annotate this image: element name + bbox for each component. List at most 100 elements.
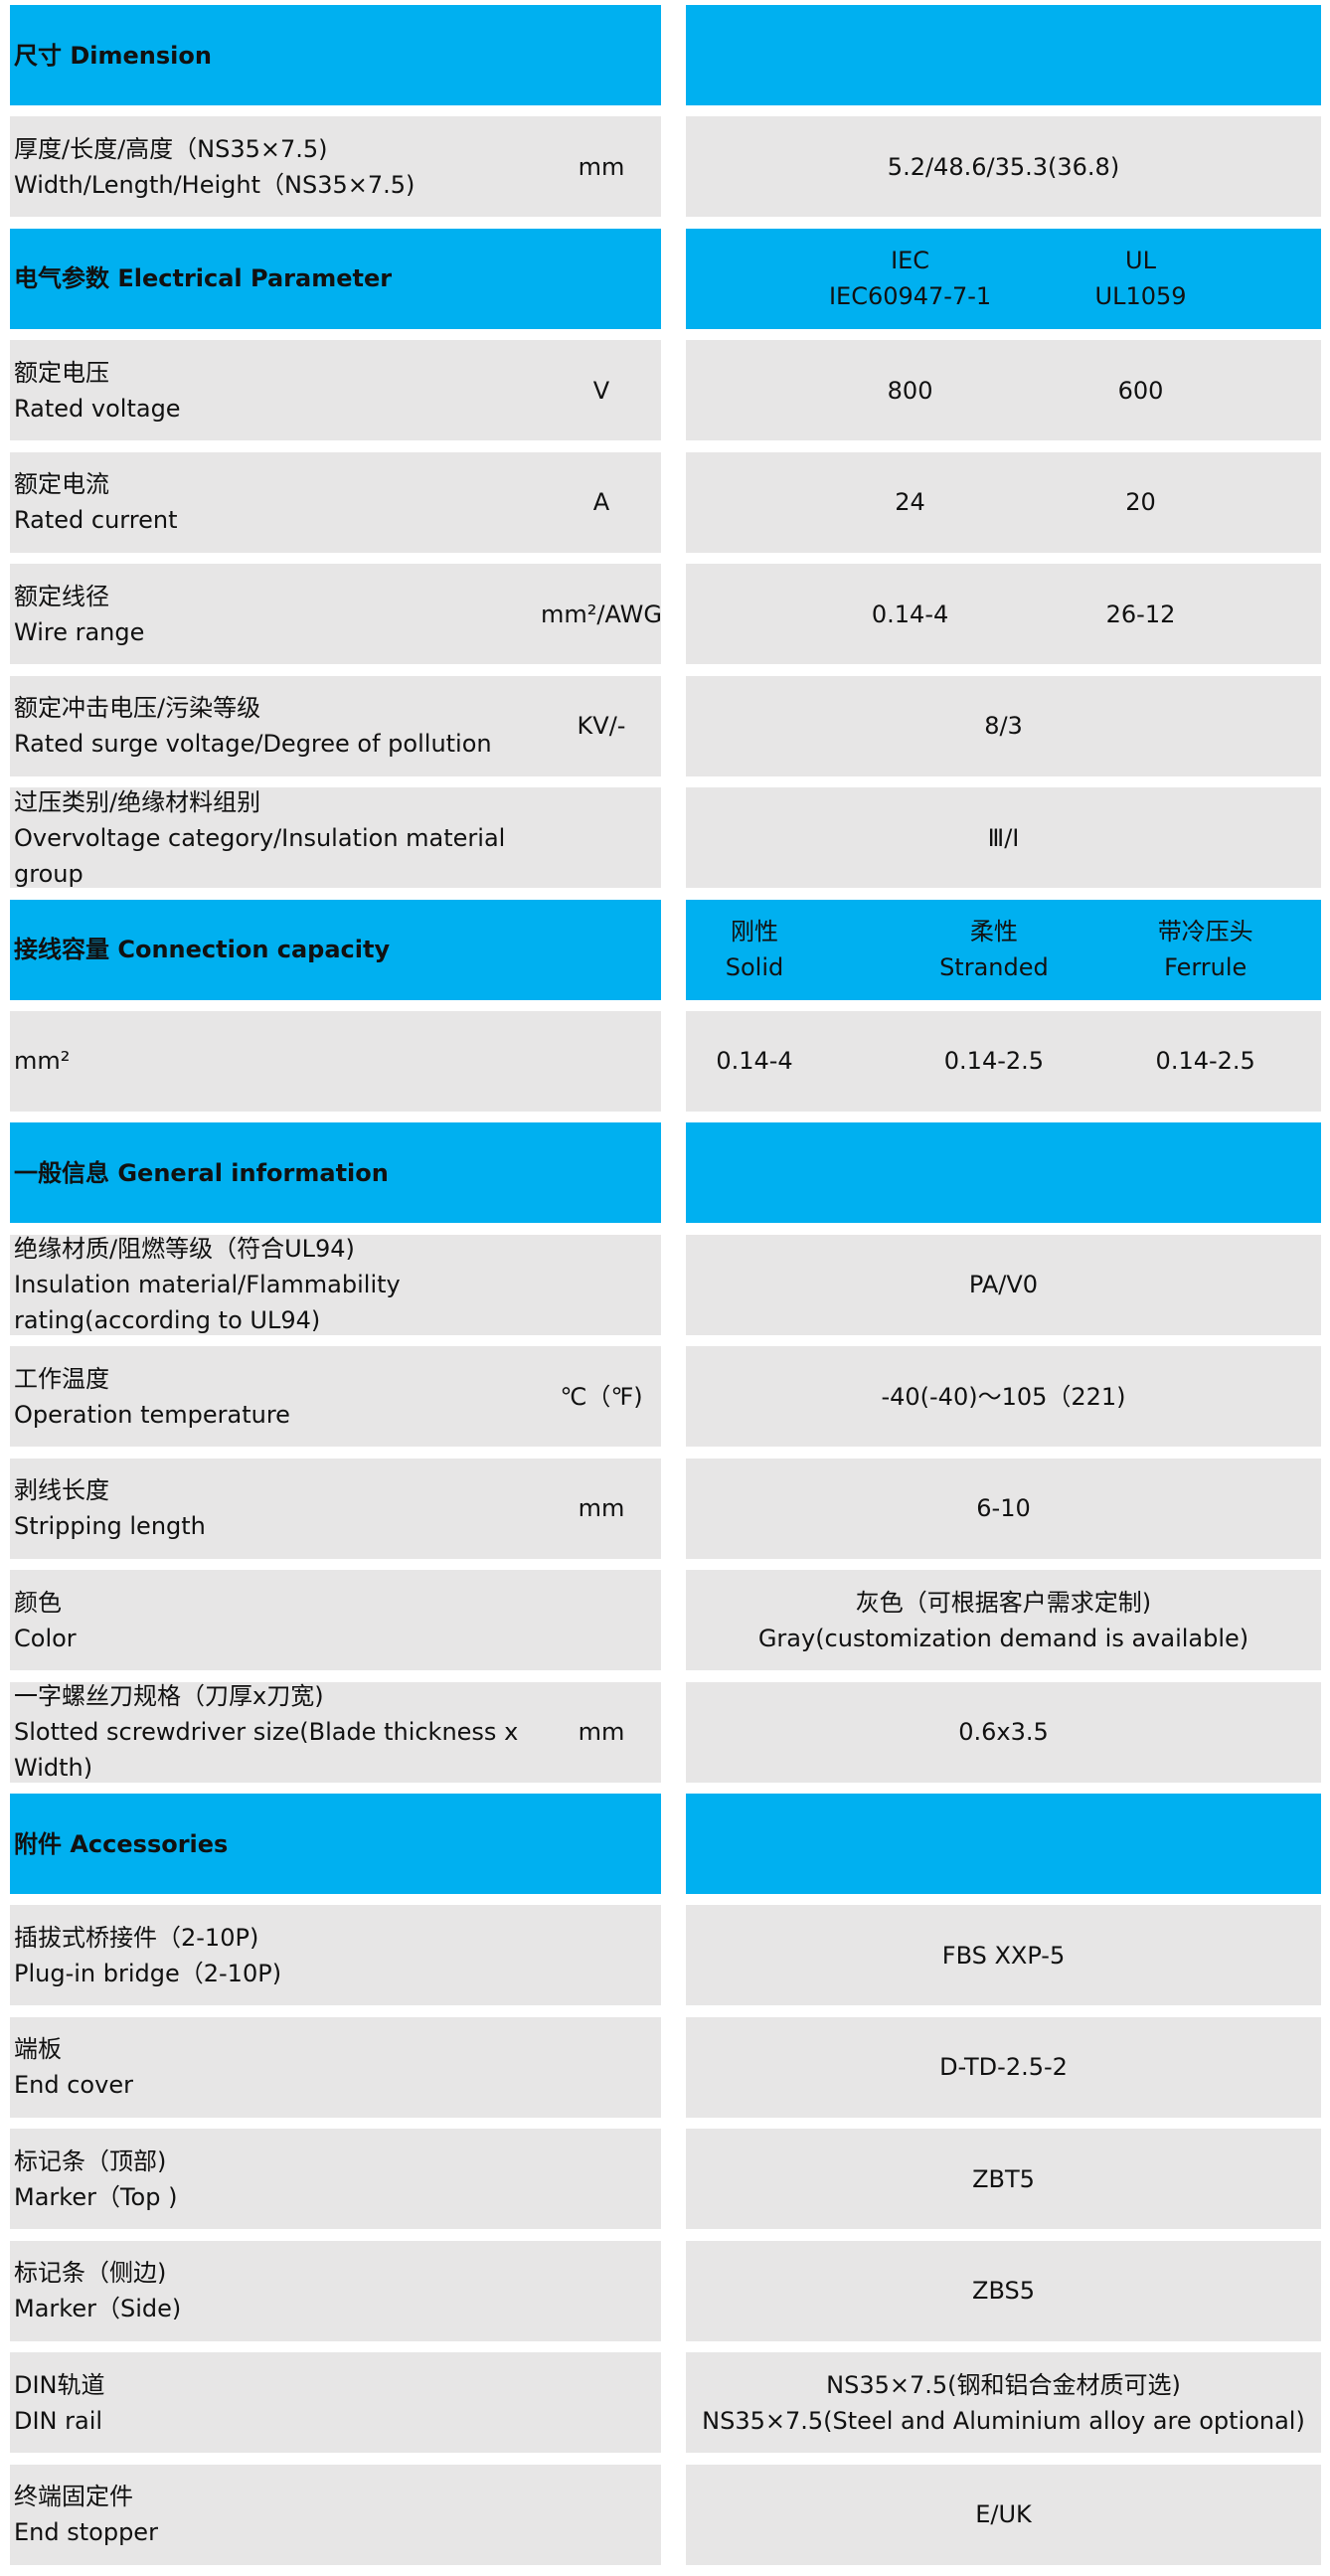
label-cell: 接线容量 Connection capacity [10,899,661,1000]
row-label: 过压类别/绝缘材料组别 Overvoltage category/Insulati… [14,787,531,888]
value-line: 800 [887,376,933,405]
value-cell: 5.2/48.6/35.3(36.8) [686,116,1321,218]
value-line: 0.6x3.5 [958,1718,1049,1747]
row-label: 电气参数 Electrical Parameter [14,229,531,329]
label-line: 一般信息 General information [14,1158,389,1187]
label-cell: DIN轨道 DIN rail [10,2352,661,2454]
row-label: 一字螺丝刀规格（刀厚x刀宽) Slotted screwdriver size(B… [14,1682,531,1783]
label-cell: 工作温度 Operation temperature ℃（℉) [10,1346,661,1448]
label-cell: 一字螺丝刀规格（刀厚x刀宽) Slotted screwdriver size(B… [10,1681,661,1783]
value: 灰色（可根据客户需求定制) Gray(customization demand i… [758,1570,1248,1670]
table-row: 剥线长度 Stripping length mm 6-10 [0,1458,1330,1559]
value-cell: 灰色（可根据客户需求定制) Gray(customization demand i… [686,1570,1321,1671]
label-line: 剥线长度 [14,1476,109,1505]
label-line: 额定冲击电压/污染等级 [14,694,261,723]
section-header-row: 电气参数 Electrical Parameter IEC IEC60947-7-1… [0,228,1330,329]
value-cell [686,1794,1321,1894]
table-row: 一字螺丝刀规格（刀厚x刀宽) Slotted screwdriver size(B… [0,1681,1330,1783]
table-row: 终端固定件 End stopper E/UK [0,2464,1330,2565]
table-row: 厚度/长度/高度（NS35×7.5) Width/Length/Height（NS… [0,116,1330,218]
section-header-row: 附件 Accessories [0,1794,1330,1894]
values [686,5,1321,105]
value-cell: 8/3 [686,675,1321,776]
label-line: Slotted screwdriver size(Blade thickness… [14,1718,519,1783]
unit-label [537,2129,666,2229]
value: 刚性 Solid [726,900,784,1000]
values: NS35×7.5(钢和铝合金材质可选) NS35×7.5(Steel and Al… [686,2352,1321,2453]
label-line: Plug-in bridge（2-10P) [14,1959,282,1987]
values: 0.6x3.5 [686,1682,1321,1783]
value-line: 5.2/48.6/35.3(36.8) [887,152,1120,181]
value-cell: 24 20 [686,451,1321,553]
value-cell: 0.14-4 26-12 [686,564,1321,665]
label-cell: mm² [10,1010,661,1112]
label-line: 插拔式桥接件（2-10P) [14,1923,259,1952]
value-cell [686,5,1321,105]
value-cell: D-TD-2.5-2 [686,2016,1321,2118]
table-row: 额定电流 Rated current A 24 20 [0,451,1330,553]
label-line: Overvoltage category/Insulation material… [14,823,506,888]
unit-label [537,2241,666,2341]
label-line: Rated current [14,506,178,535]
value-line: IEC60947-7-1 [828,282,992,311]
values: 6-10 [686,1459,1321,1559]
label-cell: 插拔式桥接件（2-10P) Plug-in bridge（2-10P) [10,1905,661,2006]
label-cell: 剥线长度 Stripping length mm [10,1458,661,1559]
row-label: 尺寸 Dimension [14,5,531,105]
row-label: 额定电流 Rated current [14,452,531,553]
label-line: 附件 Accessories [14,1829,229,1858]
value: -40(-40)～105（221) [881,1346,1125,1447]
value-cell: 刚性 Solid 柔性 Stranded 带冷压头 Ferrule [686,899,1321,1000]
value-line: 灰色（可根据客户需求定制) [855,1588,1152,1617]
value: 20 [1125,452,1156,553]
row-label: 标记条（顶部) Marker（Top ) [14,2129,531,2229]
table-row: 标记条（顶部) Marker（Top ) ZBT5 [0,2129,1330,2230]
values: -40(-40)～105（221) [686,1346,1321,1447]
section-header-row: 接线容量 Connection capacity 刚性 Solid 柔性 Strande… [0,899,1330,1000]
value-cell: PA/V0 [686,1234,1321,1335]
values: 8/3 [686,676,1321,776]
row-label: DIN轨道 DIN rail [14,2352,531,2453]
values: PA/V0 [686,1235,1321,1335]
value-line: 6-10 [976,1494,1031,1523]
label-line: Wire range [14,617,145,646]
table-row: 颜色 Color 灰色（可根据客户需求定制) Gray(customization d… [0,1570,1330,1671]
label-line: Rated voltage [14,394,181,423]
label-cell: 厚度/长度/高度（NS35×7.5) Width/Length/Height（NS… [10,116,661,218]
value: 0.14-4 [872,564,948,664]
label-line: End cover [14,2071,133,2100]
value-line: FBS XXP-5 [941,1941,1066,1970]
values: IEC IEC60947-7-1 UL UL1059 [686,229,1321,329]
label-line: 厚度/长度/高度（NS35×7.5) [14,134,328,163]
value-cell: NS35×7.5(钢和铝合金材质可选) NS35×7.5(Steel and Al… [686,2352,1321,2454]
row-label: 颜色 Color [14,1570,531,1670]
unit-label: ℃（℉) [560,1382,643,1411]
value-line: 刚性 [731,918,778,945]
value-line: 柔性 [969,918,1018,945]
label-cell: 电气参数 Electrical Parameter [10,228,661,329]
value-cell: Ⅲ/Ⅰ [686,787,1321,889]
row-label: 厚度/长度/高度（NS35×7.5) Width/Length/Height（NS… [14,116,531,217]
value-line: Stranded [939,953,1049,981]
values: ZBS5 [686,2241,1321,2341]
value-cell: 0.14-4 0.14-2.5 0.14-2.5 [686,1010,1321,1112]
values [686,1122,1321,1223]
values: E/UK [686,2465,1321,2565]
value-cell: ZBT5 [686,2129,1321,2230]
value-cell: 800 600 [686,340,1321,441]
label-line: Marker（Side) [14,2295,182,2323]
value-cell [686,1122,1321,1224]
unit-label [537,787,666,888]
row-label: 一般信息 General information [14,1122,531,1223]
value-line: 26-12 [1105,600,1176,628]
value-line: 带冷压头 [1157,918,1253,945]
value: 0.14-4 [716,1011,792,1112]
value-line: D-TD-2.5-2 [939,2053,1068,2082]
row-label: 额定线径 Wire range [14,564,531,664]
label-line: Width/Length/Height（NS35×7.5) [14,170,416,199]
value-line: IEC [891,247,930,275]
label-cell: 额定电压 Rated voltage V [10,340,661,441]
label-line: 接线容量 Connection capacity [14,936,391,963]
values [686,1794,1321,1894]
value-line: 24 [895,488,925,517]
